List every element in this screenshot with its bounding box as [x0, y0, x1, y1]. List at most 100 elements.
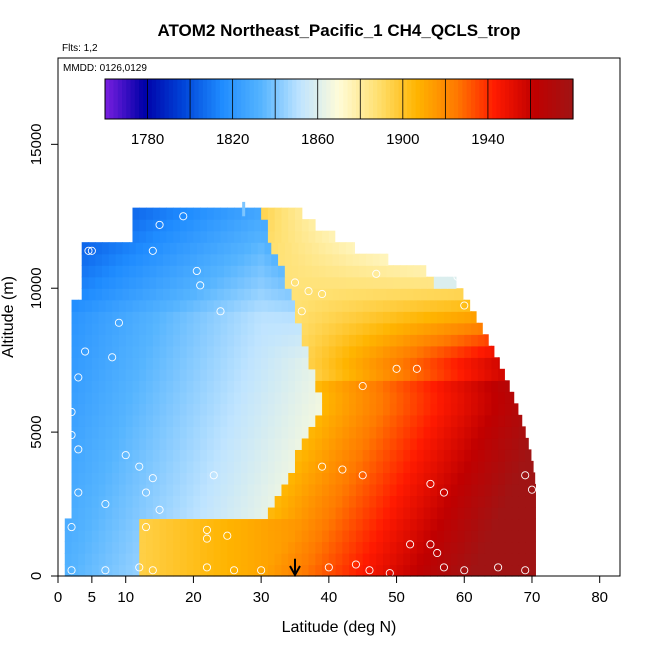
heatmap-cell [498, 541, 506, 554]
heatmap-cell [173, 426, 181, 439]
heatmap-cell [342, 564, 350, 577]
heatmap-cell [122, 265, 130, 278]
heatmap-cell [274, 207, 283, 220]
heatmap-cell [129, 288, 137, 301]
heatmap-cell [315, 368, 323, 381]
heatmap-cell [423, 541, 432, 554]
observation-point [121, 451, 130, 460]
heatmap-cell [427, 276, 435, 289]
heatmap-cell [383, 541, 391, 554]
heatmap-cell [152, 219, 161, 232]
heatmap-cell [423, 403, 432, 416]
heatmap-cell [372, 253, 381, 266]
colorbar-segment [236, 79, 242, 119]
heatmap-cell [403, 472, 411, 485]
heatmap-cell [369, 552, 377, 566]
heatmap-cell [132, 541, 140, 554]
heatmap-cell [274, 219, 283, 232]
heatmap-cell [403, 518, 411, 531]
heatmap-cell [345, 288, 354, 301]
heatmap-cell [206, 299, 215, 312]
heatmap-cell [464, 449, 472, 462]
heatmap-cell [166, 299, 174, 312]
heatmap-cell [169, 253, 178, 266]
heatmap-cell [213, 207, 222, 220]
heatmap-cell [450, 426, 459, 439]
colorbar-segment [139, 79, 144, 119]
heatmap-cell [288, 483, 296, 497]
heatmap-cell [135, 276, 144, 289]
heatmap-cell [427, 288, 435, 301]
heatmap-cell [393, 288, 401, 301]
heatmap-cell [125, 357, 134, 370]
heatmap-cell [471, 506, 479, 520]
heatmap-cell [335, 541, 343, 554]
heatmap-cell [372, 288, 381, 301]
heatmap-cell [322, 380, 330, 393]
heatmap-cell [118, 564, 127, 577]
heatmap-cell [227, 506, 235, 520]
heatmap-cell [193, 403, 201, 416]
heatmap-cell [349, 391, 357, 404]
heatmap-cell [112, 529, 120, 543]
heatmap-cell [186, 518, 195, 531]
heatmap-cell [193, 552, 201, 566]
colorbar-segment [156, 79, 161, 119]
heatmap-cell [305, 253, 313, 266]
heatmap-cell [254, 403, 262, 416]
heatmap-cell [254, 230, 262, 243]
heatmap-cell [403, 460, 411, 473]
heatmap-cell [396, 483, 404, 497]
heatmap-cell [376, 460, 384, 473]
heatmap-cell [274, 357, 283, 370]
heatmap-cell [389, 368, 398, 381]
heatmap-cell [152, 529, 161, 543]
heatmap-cell [491, 345, 495, 358]
heatmap-cell [376, 518, 384, 531]
heatmap-cell [146, 403, 154, 416]
colorbar-segment [177, 79, 183, 119]
heatmap-cell [179, 357, 188, 370]
heatmap-cell [349, 357, 357, 370]
heatmap-cell [342, 426, 350, 439]
observation-point [209, 471, 218, 480]
heatmap-cell [139, 357, 147, 370]
heatmap-cell [518, 437, 526, 450]
heatmap-cell [139, 437, 147, 450]
heatmap-cell [186, 322, 195, 335]
colorbar-segment [224, 79, 229, 119]
heatmap-cell [460, 288, 464, 301]
heatmap-cell [477, 414, 486, 427]
heatmap-cell [281, 368, 289, 381]
heatmap-cell [234, 357, 242, 370]
heatmap-cell [264, 253, 272, 266]
heatmap-cell [369, 426, 377, 439]
colorbar-segment [215, 79, 221, 119]
heatmap-cell [345, 253, 354, 266]
heatmap-cell [186, 426, 195, 439]
heatmap-cell [511, 426, 520, 439]
heatmap-cell [322, 506, 330, 520]
heatmap-cell [159, 460, 167, 473]
heatmap-cell [132, 219, 140, 232]
heatmap-cell [132, 345, 140, 358]
colorbar-segment [122, 79, 127, 119]
heatmap-cell [91, 380, 100, 393]
heatmap-cell [267, 207, 276, 220]
heatmap-cell [234, 460, 242, 473]
heatmap-cell [152, 483, 161, 497]
heatmap-cell [250, 276, 259, 289]
heatmap-cell [288, 345, 296, 358]
heatmap-cell [362, 437, 371, 450]
heatmap-cell [406, 276, 415, 289]
heatmap-cell [376, 345, 384, 358]
heatmap-cell [430, 299, 438, 312]
heatmap-cell [220, 219, 228, 232]
heatmap-cell [376, 552, 384, 566]
heatmap-cell [274, 334, 283, 347]
heatmap-cell [78, 403, 86, 416]
heatmap-cell [64, 564, 73, 577]
heatmap-cell [112, 334, 120, 347]
heatmap-cell [457, 391, 465, 404]
heatmap-cell [322, 414, 330, 427]
